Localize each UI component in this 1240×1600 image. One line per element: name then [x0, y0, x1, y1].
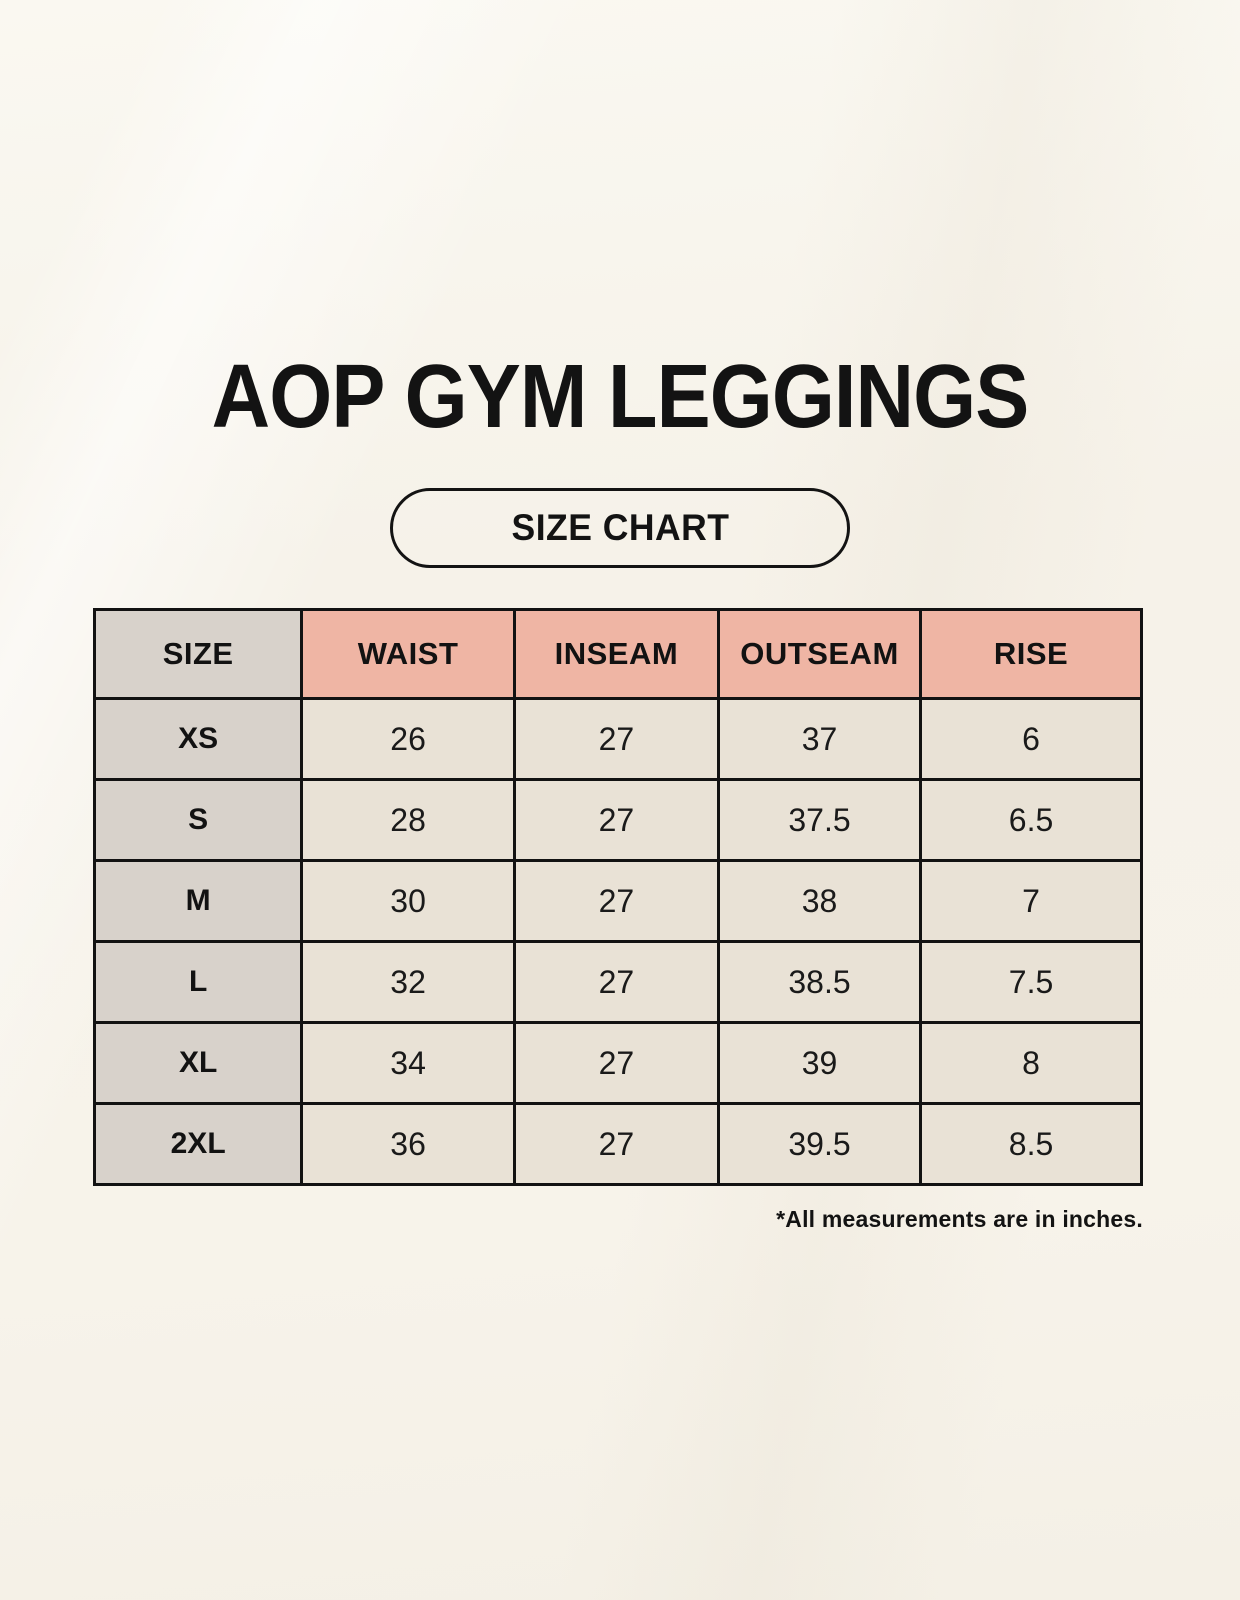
size-chart-table: SIZE WAIST INSEAM OUTSEAM RISE XS 26 27 …	[92, 608, 1143, 1186]
size-label: 2XL	[92, 1102, 304, 1186]
table-row-xl: XL 34 27 39 8	[92, 1021, 1143, 1105]
table-row-xs: XS 26 27 37 6	[92, 697, 1143, 781]
inseam-value: 27	[512, 697, 720, 781]
waist-value: 28	[300, 778, 516, 862]
outseam-value: 37.5	[716, 778, 923, 862]
waist-value: 26	[300, 697, 516, 781]
size-chart-badge-label: SIZE CHART	[511, 507, 729, 548]
waist-value: 30	[300, 859, 516, 943]
table-row-2xl: 2XL 36 27 39.5 8.5	[92, 1102, 1143, 1186]
size-label: L	[92, 940, 304, 1024]
outseam-value: 37	[716, 697, 923, 781]
size-chart-badge: SIZE CHART	[390, 488, 850, 568]
rise-value: 6	[919, 697, 1143, 781]
size-chart-table-container: SIZE WAIST INSEAM OUTSEAM RISE XS 26 27 …	[92, 608, 1143, 1186]
column-header-rise: RISE	[919, 608, 1143, 700]
column-header-inseam: INSEAM	[512, 608, 720, 700]
table-row-l: L 32 27 38.5 7.5	[92, 940, 1143, 1024]
outseam-value: 39.5	[716, 1102, 923, 1186]
outseam-value: 39	[716, 1021, 923, 1105]
header-row: SIZE WAIST INSEAM OUTSEAM RISE	[92, 608, 1143, 700]
size-label: XL	[92, 1021, 304, 1105]
table-row-m: M 30 27 38 7	[92, 859, 1143, 943]
column-header-size: SIZE	[92, 608, 304, 700]
rise-value: 6.5	[919, 778, 1143, 862]
measurements-footnote: *All measurements are in inches.	[776, 1206, 1143, 1232]
inseam-value: 27	[512, 778, 720, 862]
page-title: AOP GYM LEGGINGS	[211, 347, 1030, 447]
rise-value: 7	[919, 859, 1143, 943]
inseam-value: 27	[512, 859, 720, 943]
waist-value: 32	[300, 940, 516, 1024]
rise-value: 7.5	[919, 940, 1143, 1024]
waist-value: 34	[300, 1021, 516, 1105]
size-label: M	[92, 859, 304, 943]
rise-value: 8	[919, 1021, 1143, 1105]
size-label: S	[92, 778, 304, 862]
inseam-value: 27	[512, 940, 720, 1024]
column-header-waist: WAIST	[300, 608, 516, 700]
rise-value: 8.5	[919, 1102, 1143, 1186]
inseam-value: 27	[512, 1102, 720, 1186]
waist-value: 36	[300, 1102, 516, 1186]
column-header-outseam: OUTSEAM	[716, 608, 923, 700]
inseam-value: 27	[512, 1021, 720, 1105]
size-label: XS	[92, 697, 304, 781]
table-row-s: S 28 27 37.5 6.5	[92, 778, 1143, 862]
outseam-value: 38.5	[716, 940, 923, 1024]
outseam-value: 38	[716, 859, 923, 943]
